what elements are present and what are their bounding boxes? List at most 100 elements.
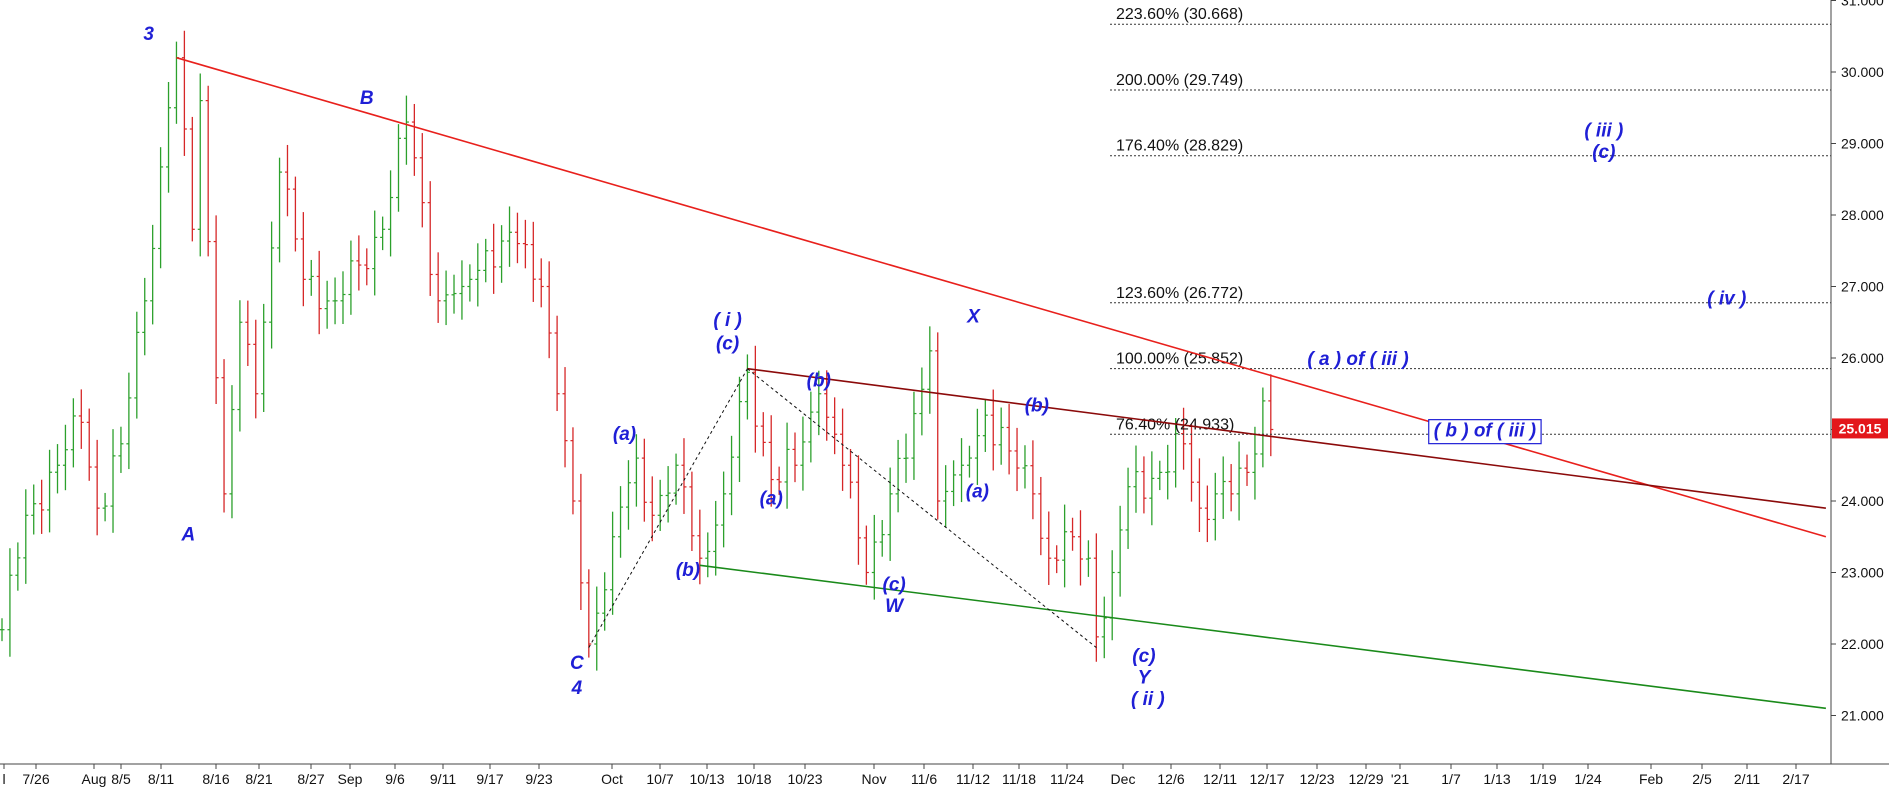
ohlc-bar [951, 460, 957, 507]
ohlc-bar [419, 133, 425, 228]
ohlc-bar [292, 176, 298, 252]
ohlc-bar [70, 398, 76, 468]
wave-label: W [885, 596, 905, 617]
ohlc-bar [554, 315, 560, 412]
ohlc-bar [316, 250, 322, 335]
ohlc-bar [213, 215, 219, 404]
ohlc-bar [324, 280, 330, 329]
x-tick-label: 9/11 [430, 771, 456, 787]
wave-label-text: ( iv ) [1707, 288, 1746, 309]
x-tick-label: 1/13 [1483, 771, 1510, 787]
wave-label: C [570, 653, 584, 674]
wave-label: (a) [966, 481, 989, 502]
ohlc-bar [499, 225, 505, 283]
x-tick-label: 2/5 [1692, 771, 1712, 787]
wave-label-text: (a) [760, 489, 783, 510]
ohlc-bar [78, 389, 84, 449]
ohlc-bar [483, 238, 489, 283]
wave-label: X [966, 306, 981, 327]
ohlc-bar [403, 95, 409, 165]
x-tick-label: 1/7 [1441, 771, 1461, 787]
x-tick-label: 11/6 [911, 771, 937, 787]
ohlc-bar [1189, 424, 1194, 502]
wave-label: Y [1138, 667, 1153, 688]
ohlc-bar [625, 460, 631, 530]
wave-label: 3 [143, 24, 154, 45]
y-axis: 31.000 30.000 29.000 28.000 27.000 26.000 25.0… [1830, 0, 1884, 764]
ohlc-bar [253, 319, 259, 419]
wave-label-text: X [966, 306, 981, 327]
ohlc-bar [475, 243, 481, 307]
ohlc-bar [277, 157, 283, 263]
ohlc-bar [1101, 596, 1107, 659]
ohlc-bar [332, 277, 338, 325]
x-tick-label: l [2, 771, 5, 787]
ohlc-bar [1181, 407, 1187, 470]
wave-label-text: C [570, 653, 584, 674]
ohlc-bar [578, 473, 584, 611]
ohlc-bar [1022, 445, 1028, 489]
ohlc-bar [998, 407, 1004, 465]
wave-label: ( ii ) [1131, 689, 1165, 710]
ohlc-bar [681, 438, 687, 514]
ohlc-bar [522, 219, 528, 269]
wave-label: (a) [760, 489, 783, 510]
x-tick-label: 8/11 [148, 771, 174, 787]
ohlc-bar [1165, 444, 1171, 500]
ohlc-bar [562, 367, 568, 468]
x-tick-label: Feb [1639, 771, 1663, 787]
y-tick-label: 23.000 [1841, 565, 1884, 581]
wave-label-text: (b) [1025, 396, 1049, 417]
ohlc-bar [665, 466, 671, 523]
x-tick-label: 11/12 [956, 771, 990, 787]
ohlc-bar [205, 85, 211, 257]
ohlc-bar [166, 82, 172, 193]
ohlc-bar [181, 30, 187, 156]
ohlc-bar [237, 300, 243, 432]
x-tick-label: 10/18 [736, 771, 771, 787]
ohlc-bar [102, 492, 108, 522]
wave-label: (c) [1592, 142, 1615, 163]
trendlines [176, 56, 1827, 710]
wave-label: ( iii ) [1584, 120, 1623, 141]
dashed-projection-line [747, 368, 1097, 648]
ohlc-bar [1204, 485, 1210, 543]
fibonacci-levels: 223.60% (30.668) 200.00% (29.749) 176.40% … [1110, 6, 1831, 435]
x-tick-label: 8/5 [111, 771, 131, 787]
x-tick-label: 1/24 [1574, 771, 1601, 787]
ohlc-bar [943, 465, 949, 528]
current-price-tag: 25.015 [1832, 418, 1888, 439]
ohlc-bar [602, 572, 608, 631]
wave-label: (b) [1025, 396, 1049, 417]
ohlc-bar [126, 372, 132, 470]
ohlc-bar [229, 385, 235, 519]
ohlc-bar [396, 124, 401, 212]
wave-label-text: (c) [1132, 646, 1155, 667]
ohlc-bar [729, 435, 735, 516]
ohlc-bar [919, 367, 925, 436]
wave-label-text: ( ii ) [1131, 689, 1165, 710]
ohlc-bar [1070, 517, 1076, 551]
ohlc-bar [1117, 505, 1123, 597]
x-tick-label: 2/11 [1734, 771, 1760, 787]
wave-label: (c) [883, 574, 906, 595]
y-tick-label: 31.000 [1841, 0, 1884, 9]
ohlc-bar [388, 170, 394, 257]
ohlc-bar [800, 416, 806, 491]
ohlc-bar [372, 210, 378, 296]
ohlc-bar [110, 429, 116, 533]
ohlc-bar [895, 439, 901, 513]
ohlc-bar [158, 147, 164, 269]
ohlc-bar [1268, 374, 1274, 457]
ohlc-bar [736, 376, 742, 483]
x-tick-label: 11/18 [1002, 771, 1036, 787]
ohlc-bar [879, 520, 885, 557]
ohlc-bar [491, 223, 497, 294]
y-tick-label: 24.000 [1841, 493, 1884, 509]
wave-label-text: (b) [676, 560, 700, 581]
wave-label: (b) [676, 560, 700, 581]
wave-label-text: (c) [716, 333, 739, 354]
ohlc-bar [1173, 417, 1179, 488]
